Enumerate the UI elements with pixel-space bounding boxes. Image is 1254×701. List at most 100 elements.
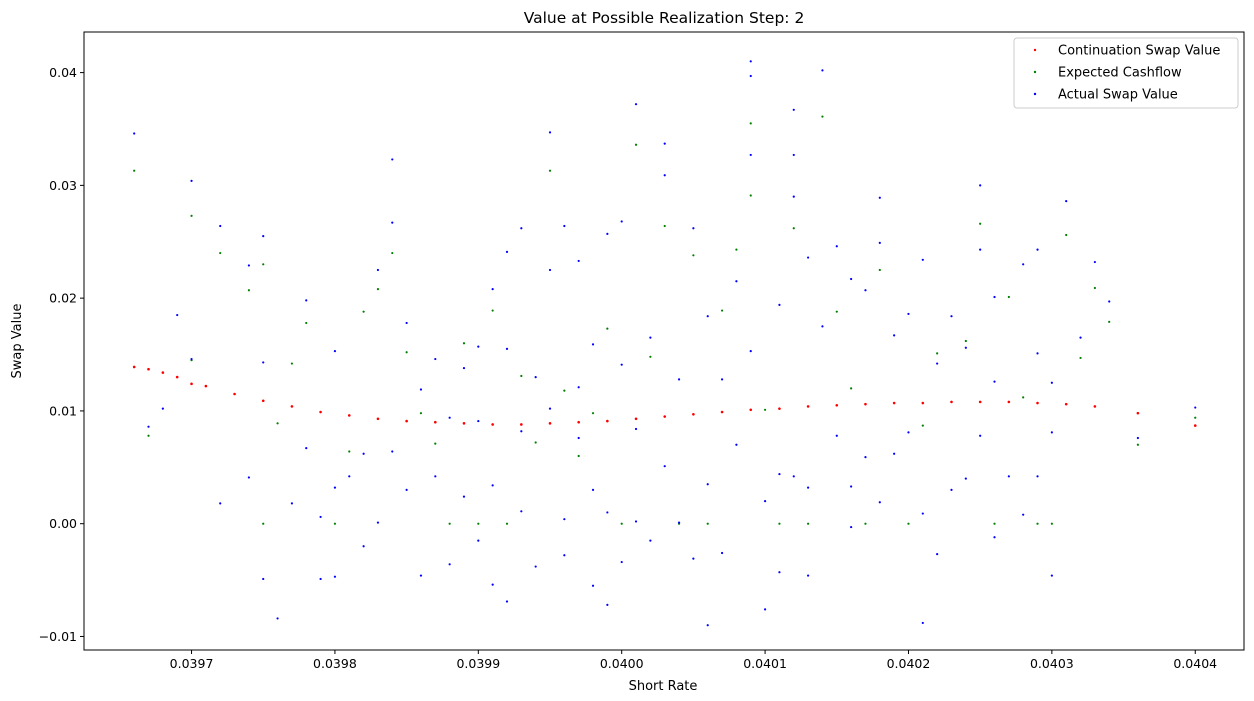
continuation-point [161,371,165,374]
actual-swap-point [936,553,939,556]
actual-swap-point [161,407,164,410]
expected-cashflow-point [1022,396,1025,399]
actual-swap-point [749,153,752,157]
y-tick-label: 0.02 [49,291,77,306]
actual-swap-point [176,313,179,317]
actual-swap-point [634,103,638,106]
expected-cashflow-point [190,214,193,217]
expected-cashflow-point [548,169,552,172]
expected-cashflow-point [534,441,537,444]
continuation-point [1007,400,1011,404]
expected-cashflow-point [1050,522,1053,525]
expected-cashflow-point [1108,320,1111,323]
x-tick-label: 0.0398 [313,656,357,671]
actual-swap-point [907,312,910,316]
legend: Continuation Swap Value Expected Cashflo… [1013,37,1239,109]
expected-cashflow-point [663,224,666,228]
expected-cashflow-point [462,342,466,345]
expected-cashflow-point [821,115,824,118]
actual-swap-point [591,488,595,491]
actual-swap-point [319,515,322,519]
continuation-point [233,392,236,396]
actual-swap-point [262,577,265,581]
expected-cashflow-point [921,424,924,427]
expected-cashflow-point [147,434,150,437]
actual-swap-point [505,347,509,350]
actual-swap-point [878,501,881,504]
actual-swap-point [749,60,752,63]
actual-swap-point [448,563,451,566]
actual-swap-point [1007,475,1010,478]
actual-swap-point [634,520,638,523]
actual-swap-point [692,227,695,230]
continuation-point [204,384,208,388]
actual-swap-point [1050,574,1053,577]
actual-swap-point [620,220,623,223]
expected-cashflow-point [964,339,967,343]
actual-swap-point [534,375,537,379]
actual-swap-point [419,388,423,391]
legend-marker-expected [1033,70,1037,74]
actual-swap-point [792,153,795,157]
actual-swap-point [548,407,552,410]
continuation-point [778,407,781,410]
actual-swap-point [477,345,480,348]
continuation-point [892,401,896,405]
legend-box [1013,37,1239,109]
y-axis-label: Swap Value [10,304,25,379]
actual-swap-point [591,584,595,587]
actual-swap-point [692,557,695,560]
actual-swap-point [993,295,996,299]
continuation-point [190,382,193,386]
actual-swap-point [792,195,795,198]
actual-swap-point [835,245,838,248]
actual-swap-point [964,346,967,349]
expected-cashflow-point [333,522,337,525]
actual-swap-point [448,416,451,419]
x-tick-label: 0.0400 [600,656,644,671]
actual-swap-point [505,250,509,254]
actual-swap-point [319,577,322,581]
expected-cashflow-point [276,422,279,425]
actual-swap-point [262,235,265,238]
actual-swap-point [893,452,896,455]
expected-cashflow-point [706,522,709,525]
actual-swap-point [749,74,752,78]
actual-swap-point [391,450,394,453]
expected-cashflow-point [907,522,910,525]
actual-swap-point [979,248,982,251]
actual-swap-point [1136,436,1139,440]
actual-swap-point [936,362,939,365]
actual-swap-point [462,366,466,370]
actual-swap-point [606,603,609,606]
actual-swap-point [1108,300,1111,303]
y-tick-label: 0.01 [49,403,77,418]
actual-swap-point [878,196,881,199]
x-tick-label: 0.0397 [170,656,214,671]
actual-swap-point [434,357,437,361]
expected-cashflow-point [477,522,480,525]
y-tick-label: 0.04 [49,65,77,80]
continuation-point [749,408,753,412]
continuation-point [376,417,380,421]
actual-swap-point [807,574,810,577]
actual-swap-point [491,583,494,586]
y-tick-label: −0.01 [39,629,77,644]
expected-cashflow-point [835,310,838,313]
expected-cashflow-point [692,254,695,257]
expected-cashflow-point [491,309,494,312]
actual-swap-point [677,378,681,381]
expected-cashflow-point [563,389,566,392]
actual-swap-point [1022,513,1025,516]
expected-cashflow-point [749,194,752,197]
continuation-point [1193,424,1197,427]
legend-marker-continuation [1033,48,1037,52]
actual-swap-point [735,443,738,446]
actual-swap-point [133,132,136,135]
x-tick-label: 0.0401 [743,656,787,671]
actual-swap-point [677,521,681,524]
actual-swap-point [333,575,337,578]
actual-swap-point [720,551,724,555]
x-axis-ticks: 0.0397 0.0398 0.0399 0.0400 0.0401 0.0402 0.04… [170,650,1217,671]
expected-cashflow-point [620,522,623,525]
